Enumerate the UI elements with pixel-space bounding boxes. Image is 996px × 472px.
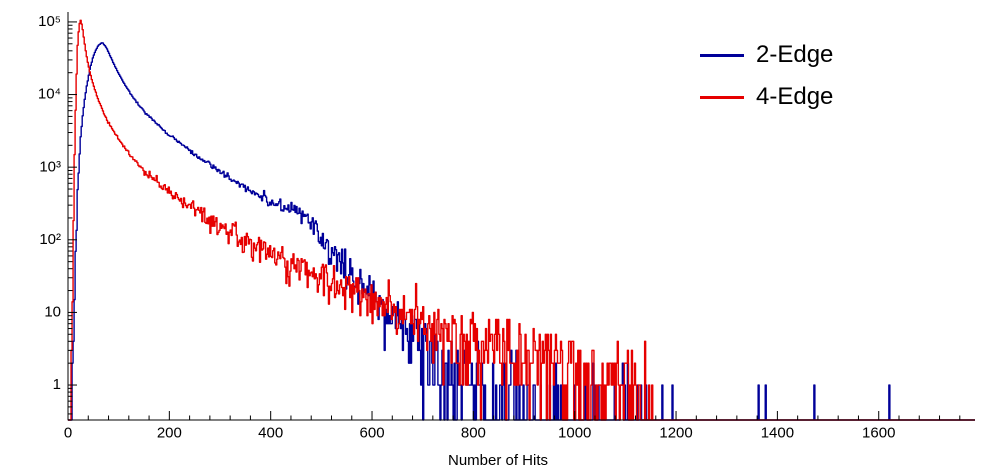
legend-entry-4-edge: 4-Edge <box>700 76 833 118</box>
legend-line-swatch-2-edge <box>700 53 744 57</box>
legend-label-4-edge: 4-Edge <box>756 83 834 110</box>
legend-entry-2-edge: 2-Edge <box>700 34 833 76</box>
legend: 2-Edge 4-Edge <box>700 34 833 118</box>
legend-line-swatch-4-edge <box>700 95 744 99</box>
legend-label-2-edge: 2-Edge <box>756 41 834 68</box>
x-axis-title: Number of Hits <box>447 452 549 469</box>
